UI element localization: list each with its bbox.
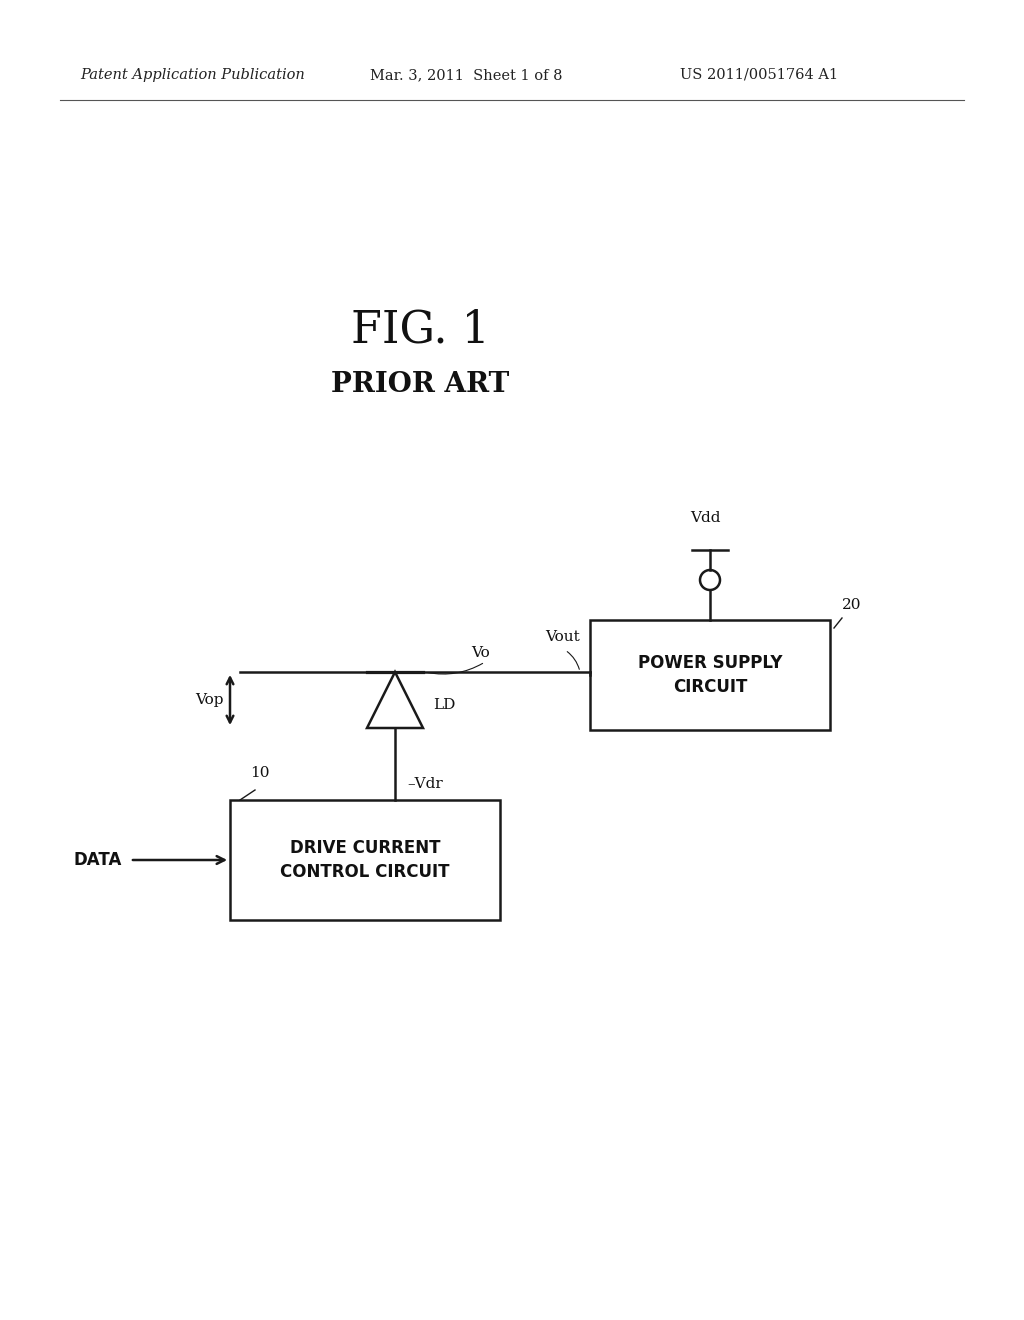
Text: Patent Application Publication: Patent Application Publication [80,69,305,82]
Text: Mar. 3, 2011  Sheet 1 of 8: Mar. 3, 2011 Sheet 1 of 8 [370,69,562,82]
Text: Vop: Vop [196,693,224,708]
Text: DATA: DATA [74,851,122,869]
Text: Vout: Vout [545,630,580,644]
Text: PRIOR ART: PRIOR ART [331,371,509,399]
Text: LD: LD [433,698,456,711]
Text: US 2011/0051764 A1: US 2011/0051764 A1 [680,69,838,82]
Text: 10: 10 [250,766,269,780]
Text: Vdd: Vdd [690,511,720,525]
Text: DRIVE CURRENT: DRIVE CURRENT [290,840,440,857]
Text: –Vdr: –Vdr [407,777,442,791]
Text: FIG. 1: FIG. 1 [350,309,489,351]
Text: CONTROL CIRCUIT: CONTROL CIRCUIT [281,863,450,880]
Text: Vo: Vo [471,645,490,660]
Text: CIRCUIT: CIRCUIT [673,678,748,696]
Text: 20: 20 [842,598,861,612]
Text: POWER SUPPLY: POWER SUPPLY [638,653,782,672]
